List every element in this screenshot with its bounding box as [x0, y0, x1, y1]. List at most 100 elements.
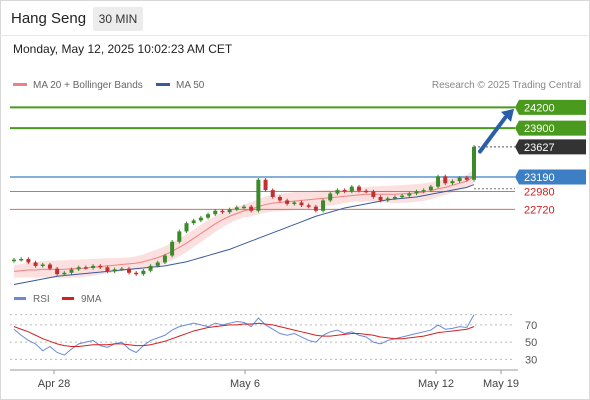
- bollinger-band-area: [14, 169, 474, 279]
- forecast-arrow-head: [501, 108, 514, 122]
- candle-body: [472, 146, 476, 180]
- candle-body: [378, 196, 383, 201]
- candle-body: [198, 217, 203, 221]
- candle-body: [170, 241, 175, 256]
- resistance-2-label-bg: [515, 99, 586, 115]
- candle-body: [76, 267, 81, 270]
- candle-body: [270, 190, 275, 197]
- candle-body: [112, 269, 117, 272]
- candle-body: [277, 196, 282, 201]
- ma20-line: [13, 175, 475, 272]
- rsi-tick-label: 50: [525, 337, 537, 349]
- candles: [12, 145, 476, 276]
- ma20-swatch: [13, 82, 27, 86]
- x-axis: Apr 28 May 6 May 12 May 19: [10, 369, 519, 390]
- candle-body: [105, 267, 110, 272]
- resistance-2-label: 24200: [524, 102, 555, 114]
- timeframe-button[interactable]: 30 MIN: [93, 7, 143, 31]
- rsi-line: [13, 314, 475, 356]
- ma50-swatch: [156, 82, 170, 86]
- support-2-label: 22720: [524, 204, 555, 216]
- candle-body: [206, 214, 211, 218]
- candle-body: [464, 177, 469, 180]
- candle-body: [385, 198, 390, 201]
- candle-body: [184, 223, 189, 232]
- forecast-arrow-shaft: [478, 115, 507, 154]
- pivot-label-bg: [515, 169, 586, 185]
- legend-ma20: MA 20 + Bollinger Bands: [13, 80, 143, 91]
- rsi-legend-label: RSI: [33, 294, 50, 305]
- ma50-line: [13, 184, 475, 285]
- candle-body: [371, 191, 376, 197]
- candle-body: [40, 264, 45, 267]
- candle-body: [249, 206, 254, 211]
- forecast-arrow: [478, 108, 514, 154]
- bollinger-bands: [14, 169, 474, 279]
- candle-body: [306, 205, 311, 207]
- rsi-tick-label: 70: [525, 320, 537, 332]
- candle-body: [400, 195, 405, 198]
- candle-body: [55, 268, 60, 275]
- legend-ma20-label: MA 20 + Bollinger Bands: [33, 80, 143, 91]
- candle-body: [436, 176, 441, 187]
- instrument-title: Hang Seng: [11, 10, 87, 27]
- candle-body: [162, 255, 167, 263]
- legend-ma50: MA 50: [156, 80, 204, 91]
- candle-body: [414, 191, 419, 194]
- candle-body: [342, 190, 347, 192]
- candle-body: [357, 186, 361, 191]
- rsi-tick-label: 30: [525, 354, 537, 366]
- candle-body: [33, 262, 38, 266]
- x-tick-label: May 6: [230, 378, 260, 390]
- datetime-label: Monday, May 12, 2025 10:02:23 AM CET: [13, 42, 233, 56]
- x-tick-label: May 19: [483, 378, 519, 390]
- candle-body: [450, 181, 455, 184]
- candle-body: [134, 272, 139, 275]
- x-tick-label: May 12: [418, 378, 454, 390]
- candle-body: [83, 267, 88, 269]
- candle-body: [127, 268, 131, 273]
- legend-ma50-label: MA 50: [176, 80, 205, 91]
- candle-body: [242, 206, 246, 209]
- moving-averages: [13, 175, 475, 285]
- rsi-ma-legend-label: 9MA: [81, 294, 102, 305]
- level-labels: 24200 23900 23627 23190 22980 22720: [515, 99, 586, 216]
- candle-body: [26, 258, 31, 263]
- candle-body: [98, 265, 103, 268]
- candle-body: [299, 202, 304, 206]
- current-price-label: 23627: [524, 142, 555, 154]
- candle-body: [91, 265, 96, 268]
- candle-body: [119, 268, 124, 271]
- rsi-panel: RSI 9MA 70 50 30: [10, 294, 537, 366]
- candle-body: [234, 207, 239, 210]
- candle-body: [349, 186, 354, 192]
- rsi-legend-swatch: [14, 297, 26, 300]
- current-price-label-bg: [515, 139, 586, 155]
- candle-body: [191, 220, 196, 224]
- candle-body: [364, 190, 369, 193]
- support-1-label: 22980: [524, 186, 555, 198]
- resistance-1-label-bg: [515, 120, 586, 136]
- pivot-label: 23190: [524, 172, 555, 184]
- candle-body: [443, 176, 448, 184]
- candle-body: [69, 269, 74, 273]
- candle-body: [421, 190, 426, 192]
- candle-body: [19, 258, 24, 261]
- candle-body: [407, 193, 412, 196]
- resistance-1-label: 23900: [524, 123, 555, 135]
- candle-body: [313, 206, 318, 211]
- level-lines: [10, 106, 515, 210]
- rsi-ma-legend-swatch: [62, 297, 74, 300]
- candle-body: [220, 210, 225, 213]
- credit-text: Research © 2025 Trading Central: [431, 80, 581, 91]
- candle-body: [428, 186, 433, 191]
- candle-body: [148, 265, 153, 271]
- candle-body: [321, 200, 326, 211]
- candle-body: [263, 179, 268, 191]
- candle-body: [227, 209, 232, 213]
- candle-body: [12, 259, 16, 262]
- candle-body: [335, 190, 340, 194]
- rsi-ma-line: [13, 322, 475, 347]
- candle-body: [256, 179, 261, 211]
